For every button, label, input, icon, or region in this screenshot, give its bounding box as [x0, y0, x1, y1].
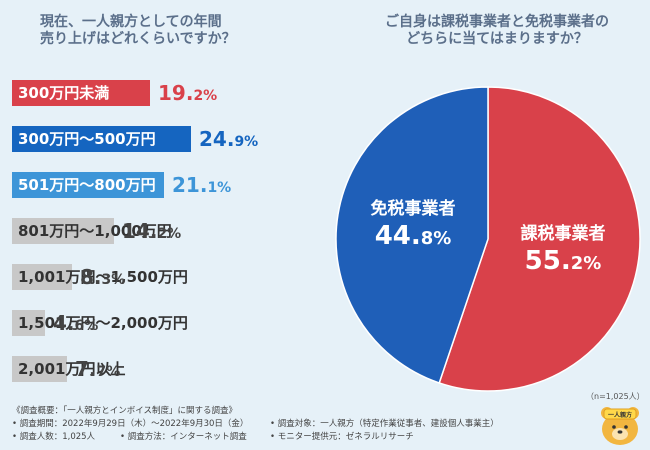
bar	[12, 264, 72, 290]
bar	[12, 126, 191, 152]
bar-category-label: 501万円〜800万円	[18, 176, 156, 194]
sample-size-note: （n=1,025人）	[586, 392, 645, 401]
bar-category-label: 300万円未満	[18, 84, 110, 102]
right-question-title: ご自身は課税事業者と免税事業者の どちらに当てはまりますか？	[385, 14, 609, 47]
pie-slice-label: 課税事業者 55.2%	[520, 223, 605, 280]
bar	[12, 80, 150, 106]
pie-slice	[335, 86, 489, 384]
bar-value-label: 24.9%	[199, 127, 259, 151]
bar-value-label: 4.6%	[53, 311, 99, 335]
survey-target: • 調査対象：一人親方（特定作業従事者、建設個人事業主）	[270, 419, 499, 429]
bar	[12, 356, 67, 382]
bar-value-label: 7.7%	[75, 357, 121, 381]
bar	[12, 172, 164, 198]
bar-category-label: 801万円〜1,000万円	[18, 222, 172, 240]
survey-provider: • モニター提供元：ゼネラルリサーチ	[270, 432, 414, 442]
bar-value-label: 14.2%	[122, 219, 182, 243]
bar-category-label: 1,001万円〜1,500万円	[18, 268, 188, 286]
pie-slice-percent: 55.2%	[524, 245, 602, 276]
bar-category-label: 1,501万円〜2,000万円	[18, 314, 188, 332]
mascot-badge-text: 一人親方	[608, 411, 632, 419]
bear-mascot-icon: 一人親方	[601, 407, 639, 445]
survey-method: • 調査方法：インターネット調査	[120, 432, 247, 442]
bar-category-label: 2,001万円以上	[18, 360, 126, 378]
bar	[12, 218, 114, 244]
pie-slice	[438, 86, 641, 392]
pie-slice-percent: 44.8%	[374, 221, 452, 252]
bar-value-label: 8.3%	[80, 265, 126, 289]
survey-overview-title: 《調査概要：「一人親方とインボイス制度」に関する調査》	[12, 406, 237, 416]
pie-slice-name: 免税事業者	[370, 199, 456, 220]
bar-value-label: 19.2%	[158, 81, 218, 105]
pie-slice-label: 免税事業者 44.8%	[371, 198, 456, 255]
bar-category-label: 300万円〜500万円	[18, 130, 156, 148]
survey-count: • 調査人数：1,025人	[12, 432, 96, 442]
bar-value-label: 21.1%	[172, 173, 232, 197]
pie-slice-name: 課税事業者	[520, 223, 606, 244]
left-question-title: 現在、一人親方としての年間 売り上げはどれくらいですか？	[40, 14, 236, 47]
bar	[12, 310, 45, 336]
survey-period: • 調査期間：2022年9月29日（木）〜2022年9月30日（金）	[12, 419, 249, 429]
